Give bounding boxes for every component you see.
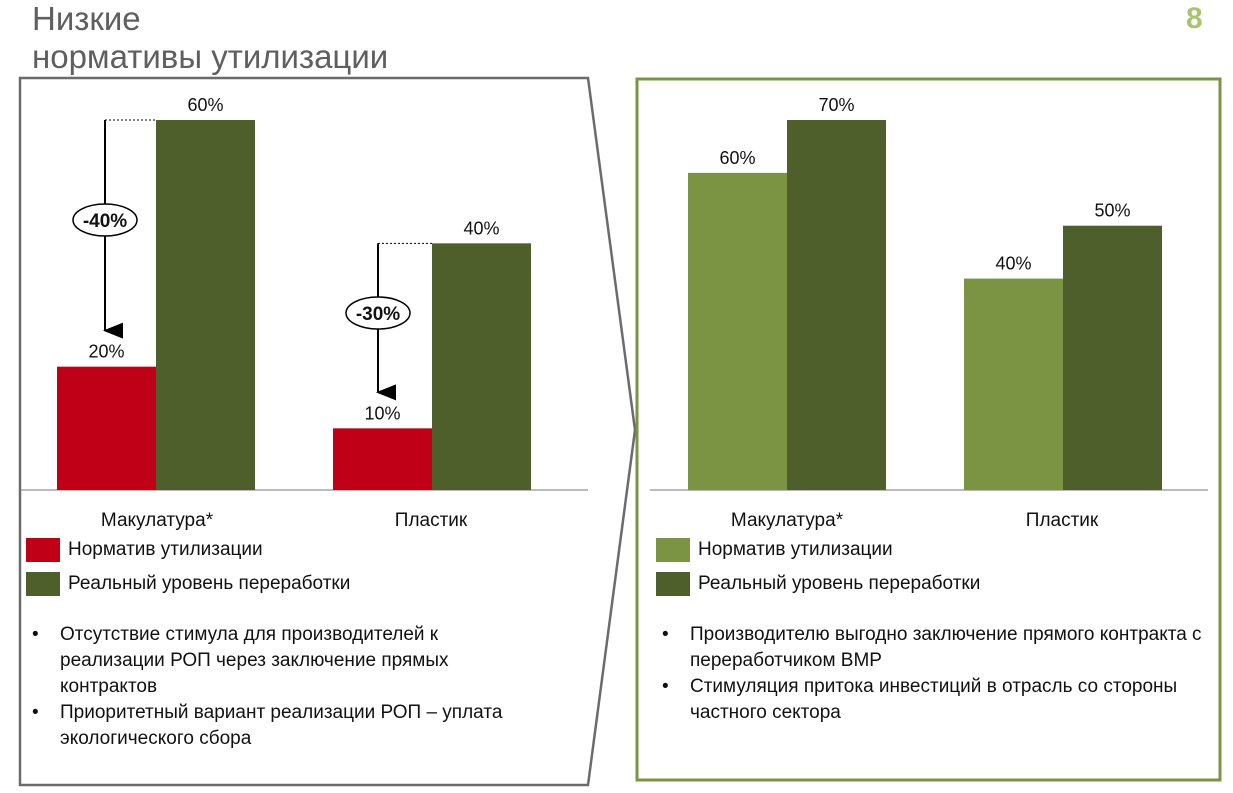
bar-real [432, 243, 531, 490]
legend-swatch [656, 572, 690, 596]
data-label: 40% [995, 254, 1031, 274]
right-category-1: Макулатура* [730, 510, 844, 531]
delta-label: -40% [83, 211, 127, 232]
left-panel-border [18, 76, 637, 787]
right-bullets: Производителю выгодно заключение прямого… [652, 622, 1212, 726]
bullet-item: Производителю выгодно заключение прямого… [652, 622, 1212, 674]
page-title: Низкие нормативы утилизации [32, 0, 388, 76]
delta-label: -30% [356, 304, 400, 325]
bar-norm [688, 172, 787, 490]
data-label: 50% [1094, 201, 1130, 221]
title-line-2: нормативы утилизации [32, 38, 389, 75]
legend-item: Реальный уровень переработки [656, 567, 980, 601]
bar-norm [333, 428, 432, 490]
bullet-item: Стимуляция притока инвестиций в отрасль … [652, 674, 1212, 726]
right-legend: Норматив утилизации Реальный уровень пер… [656, 533, 980, 601]
legend-label: Реальный уровень переработки [68, 573, 351, 594]
legend-item: Реальный уровень переработки [26, 567, 350, 601]
bar-real [156, 120, 255, 490]
legend-label: Норматив утилизации [68, 539, 263, 560]
legend-swatch [26, 538, 60, 562]
title-line-1: Низкие [32, 0, 141, 37]
data-label: 60% [719, 148, 755, 168]
data-label: 20% [88, 342, 124, 362]
legend-label: Норматив утилизации [698, 539, 893, 560]
delta-badge [345, 296, 411, 330]
data-label: 60% [187, 95, 223, 115]
legend-item: Норматив утилизации [26, 533, 350, 567]
legend-swatch [656, 538, 690, 562]
legend-item: Норматив утилизации [656, 533, 980, 567]
data-label: 40% [463, 218, 499, 238]
bullet-item: Приоритетный вариант реализации РОП – уп… [22, 700, 542, 752]
page-number: 8 [1186, 2, 1203, 35]
bullet-item: Отсутствие стимула для производителей к … [22, 622, 542, 700]
data-label: 70% [818, 95, 854, 115]
bar-norm [964, 278, 1063, 490]
right-panel-border [635, 77, 1222, 782]
left-legend: Норматив утилизации Реальный уровень пер… [26, 533, 350, 601]
left-category-1: Макулатура* [100, 510, 214, 531]
bar-real [787, 120, 886, 490]
legend-label: Реальный уровень переработки [698, 573, 981, 594]
bar-real [1063, 225, 1162, 490]
bar-norm [57, 366, 156, 490]
data-label: 10% [364, 403, 400, 423]
delta-badge [72, 203, 138, 237]
left-bullets: Отсутствие стимула для производителей к … [22, 622, 542, 752]
left-category-2: Пластик [394, 510, 468, 531]
right-category-2: Пластик [1025, 510, 1099, 531]
legend-swatch [26, 572, 60, 596]
